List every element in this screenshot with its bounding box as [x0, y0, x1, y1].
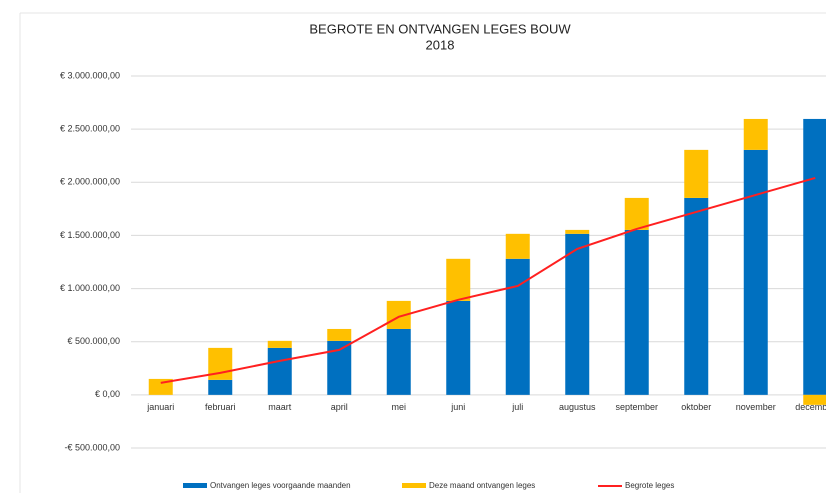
bar	[446, 258, 471, 301]
x-tick-label: juli	[511, 402, 523, 412]
legend-swatch	[402, 483, 426, 488]
legend-swatch	[183, 483, 207, 488]
bar	[505, 233, 530, 259]
y-tick-label: -€ 500.000,00	[64, 442, 120, 452]
legend-label: Ontvangen leges voorgaande maanden	[210, 481, 351, 490]
y-tick-label: € 1.000.000,00	[60, 283, 120, 293]
chart-subtitle: 2018	[426, 37, 455, 52]
bar	[208, 379, 233, 395]
x-tick-label: mei	[391, 402, 406, 412]
line	[160, 176, 816, 384]
y-tick-label: € 2.500.000,00	[60, 124, 120, 134]
bar	[743, 149, 768, 395]
x-tick-label: april	[331, 402, 348, 412]
bar	[565, 229, 590, 234]
bar	[505, 258, 530, 395]
bar	[386, 328, 411, 395]
y-tick-label: € 2.000.000,00	[60, 177, 120, 187]
y-tick-label: € 1.500.000,00	[60, 230, 120, 240]
x-tick-label: september	[615, 402, 658, 412]
bar	[267, 347, 292, 395]
bar	[148, 378, 173, 395]
x-tick-label: december	[795, 402, 826, 412]
legend-label: Begrote leges	[625, 481, 674, 490]
x-tick-label: november	[736, 402, 776, 412]
bar	[684, 197, 709, 395]
bar	[267, 340, 292, 348]
x-tick-label: augustus	[559, 402, 596, 412]
x-tick-label: februari	[205, 402, 236, 412]
bar	[743, 118, 768, 150]
x-tick-label: maart	[268, 402, 292, 412]
bar	[803, 118, 826, 395]
legend-label: Deze maand ontvangen leges	[429, 481, 535, 490]
bar	[624, 197, 649, 230]
y-tick-label: € 500.000,00	[67, 336, 120, 346]
bar	[684, 149, 709, 198]
x-tick-label: oktober	[681, 402, 711, 412]
y-tick-label: € 0,00	[95, 389, 120, 399]
bar	[803, 394, 826, 405]
bar	[327, 328, 352, 341]
bar	[624, 229, 649, 395]
y-tick-label: € 3.000.000,00	[60, 70, 120, 80]
chart-title: BEGROTE EN ONTVANGEN LEGES BOUW	[309, 21, 571, 36]
x-tick-label: juni	[450, 402, 465, 412]
x-tick-label: januari	[146, 402, 174, 412]
bar	[565, 233, 590, 395]
bar	[446, 300, 471, 395]
